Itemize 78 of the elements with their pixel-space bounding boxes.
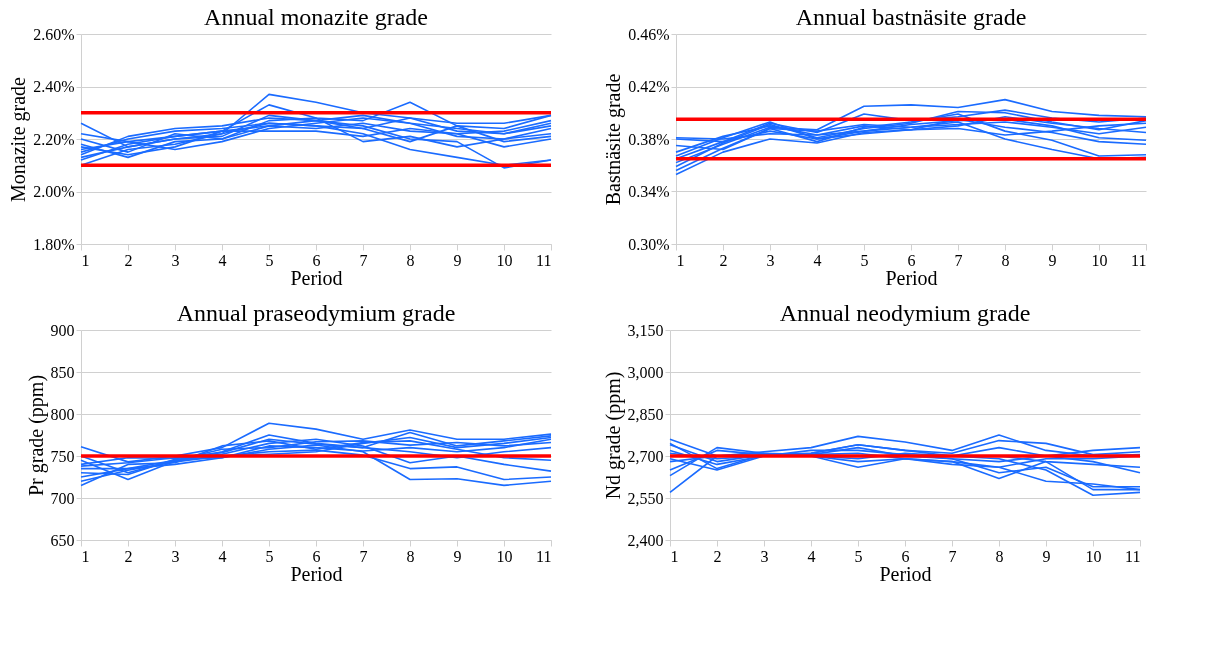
y-tick-label: 750	[50, 447, 75, 465]
x-axis-title: Period	[879, 562, 932, 585]
x-tick-label: 6	[312, 251, 321, 269]
x-tick-label: 1	[670, 547, 679, 565]
chart-title: Annual praseodymium grade	[176, 300, 456, 326]
x-tick-label: 1	[81, 251, 90, 269]
x-tick-label: 8	[1001, 251, 1010, 269]
x-tick-label: 9	[1042, 547, 1051, 565]
y-tick-label: 3,150	[627, 321, 664, 339]
y-tick-label: 2.60%	[33, 25, 75, 43]
x-axis-title: Period	[290, 266, 343, 289]
x-tick-label: 3	[766, 251, 775, 269]
x-tick-label: 10	[496, 547, 513, 565]
y-tick-label: 2,850	[627, 405, 664, 423]
x-tick-label: 4	[807, 547, 816, 565]
x-tick-label: 9	[1048, 251, 1057, 269]
y-tick-label: 700	[50, 489, 75, 507]
y-tick-label: 2,700	[627, 447, 664, 465]
x-tick-label: 6	[907, 251, 916, 269]
chart-title: Annual neodymium grade	[779, 300, 1031, 326]
x-tick-label: 2	[719, 251, 728, 269]
x-tick-label: 7	[359, 251, 368, 269]
x-tick-label: 5	[265, 251, 274, 269]
chart-title: Annual bastnäsite grade	[795, 4, 1027, 30]
x-tick-label: 7	[948, 547, 957, 565]
x-tick-label: 9	[453, 547, 462, 565]
x-axis-title: Period	[885, 266, 938, 289]
y-tick-label: 3,000	[627, 363, 664, 381]
x-tick-label: 5	[860, 251, 869, 269]
x-tick-label: 10	[1091, 251, 1108, 269]
y-axis-title: Pr grade (ppm)	[24, 374, 48, 497]
y-tick-label: 850	[50, 363, 75, 381]
x-tick-label: 8	[995, 547, 1004, 565]
x-tick-label: 3	[171, 547, 180, 565]
y-tick-label: 2.20%	[33, 130, 75, 148]
x-tick-label: 10	[496, 251, 513, 269]
x-tick-label: 8	[406, 251, 415, 269]
x-tick-label: 4	[218, 251, 227, 269]
y-tick-label: 0.42%	[628, 78, 670, 95]
x-tick-label: 3	[171, 251, 180, 269]
x-tick-label: 6	[312, 547, 321, 565]
y-tick-label: 900	[50, 321, 75, 339]
y-axis-title: Bastnäsite grade	[602, 73, 626, 206]
x-tick-label: 7	[954, 251, 963, 269]
x-tick-label: 11	[1131, 251, 1147, 269]
x-tick-label: 1	[81, 547, 90, 565]
x-tick-label: 10	[1085, 547, 1102, 565]
y-tick-label: 0.34%	[628, 183, 670, 200]
x-tick-label: 9	[453, 251, 462, 269]
x-tick-label: 5	[265, 547, 274, 565]
y-tick-label: 0.46%	[628, 25, 670, 43]
y-tick-label: 650	[50, 531, 75, 549]
y-tick-label: 1.80%	[33, 235, 75, 253]
x-tick-label: 11	[536, 547, 552, 565]
x-tick-label: 7	[359, 547, 368, 565]
x-tick-label: 3	[760, 547, 769, 565]
x-tick-label: 5	[854, 547, 863, 565]
x-axis-title: Period	[290, 562, 343, 585]
x-tick-label: 4	[218, 547, 227, 565]
x-tick-label: 1	[676, 251, 685, 269]
x-tick-label: 4	[813, 251, 822, 269]
y-tick-label: 2.00%	[33, 183, 75, 200]
x-tick-label: 6	[901, 547, 910, 565]
chart-title: Annual monazite grade	[204, 4, 428, 30]
x-tick-label: 8	[406, 547, 415, 565]
y-tick-label: 2.40%	[33, 78, 75, 95]
x-tick-label: 2	[124, 547, 133, 565]
y-tick-label: 0.30%	[628, 235, 670, 253]
y-tick-label: 2,550	[627, 489, 664, 507]
y-tick-label: 0.38%	[628, 130, 670, 148]
x-tick-label: 11	[536, 251, 552, 269]
y-axis-title: Nd grade (ppm)	[601, 371, 625, 500]
x-tick-label: 2	[713, 547, 722, 565]
y-tick-label: 2,400	[627, 531, 664, 549]
y-axis-title: Monazite grade	[7, 76, 31, 202]
x-tick-label: 11	[1125, 547, 1141, 565]
y-tick-label: 800	[50, 405, 75, 423]
x-tick-label: 2	[124, 251, 133, 269]
